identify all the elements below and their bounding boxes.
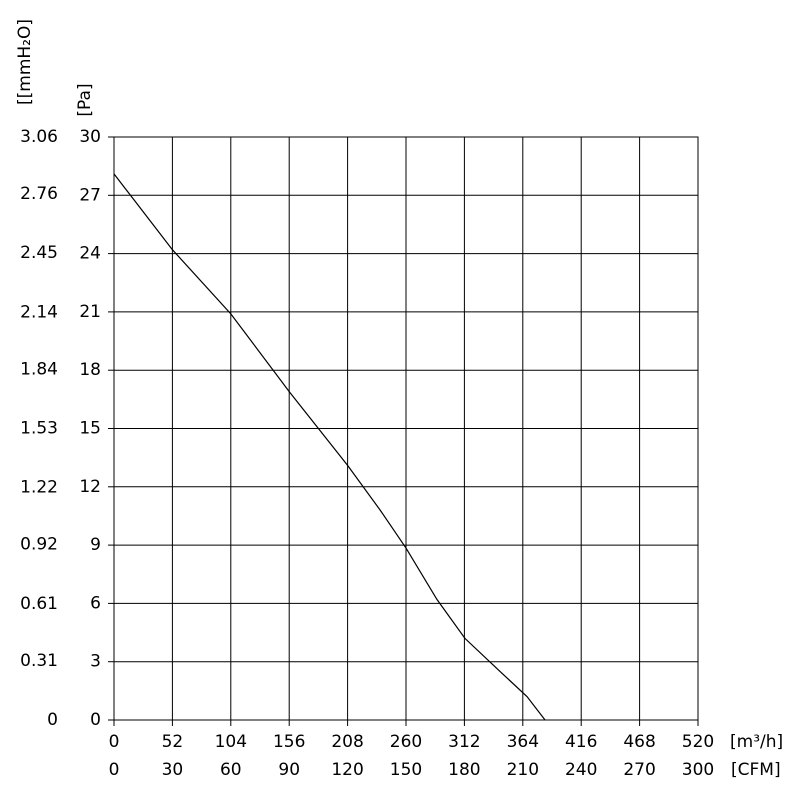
x2-tick-label: 30 bbox=[162, 760, 184, 780]
y-tick-label: 9 bbox=[90, 535, 101, 555]
y-tick-label: 3 bbox=[90, 652, 101, 672]
y2-tick-label: 0.92 bbox=[20, 535, 58, 555]
x2-tick-label: 270 bbox=[623, 760, 655, 780]
x-tick-label: 260 bbox=[390, 732, 422, 752]
plot-frame bbox=[113, 136, 699, 721]
y2-tick-label: 2.76 bbox=[20, 184, 58, 204]
x-tick-label: 416 bbox=[565, 732, 597, 752]
y-tick-label: 27 bbox=[79, 185, 101, 205]
x-tick-label: 468 bbox=[623, 732, 655, 752]
y2-tick-label: 2.14 bbox=[20, 302, 58, 322]
y-axis-label: [Pa] bbox=[75, 83, 95, 116]
x2-tick-label: 300 bbox=[682, 760, 714, 780]
x-tick-label: 156 bbox=[273, 732, 305, 752]
x-tick-label: 104 bbox=[215, 732, 247, 752]
y2-tick-label: 1.22 bbox=[20, 478, 58, 498]
x2-tick-label: 240 bbox=[565, 760, 597, 780]
x2-tick-label: 0 bbox=[109, 760, 120, 780]
x2-tick-label: 180 bbox=[448, 760, 480, 780]
x-tick-label: 208 bbox=[331, 732, 363, 752]
x-tick-label: 520 bbox=[682, 732, 714, 752]
x2-tick-label: 210 bbox=[507, 760, 539, 780]
x2-tick-label: 90 bbox=[278, 760, 300, 780]
x-tick-label: 52 bbox=[162, 732, 184, 752]
y-tick-label: 15 bbox=[79, 419, 101, 439]
x2-axis-label: [CFM] bbox=[731, 760, 781, 780]
x-tick-label: 0 bbox=[109, 732, 120, 752]
y2-tick-label: 0.61 bbox=[20, 594, 58, 614]
y2-axis-label: [[mmH₂O] bbox=[15, 19, 35, 105]
y2-tick-label: 1.84 bbox=[20, 359, 58, 379]
y-tick-label: 6 bbox=[90, 593, 101, 613]
y2-tick-label: 2.45 bbox=[20, 243, 58, 263]
x-tick-label: 312 bbox=[448, 732, 480, 752]
y2-tick-label: 0.31 bbox=[20, 651, 58, 671]
y2-tick-label: 3.06 bbox=[20, 127, 58, 147]
x2-tick-label: 120 bbox=[331, 760, 363, 780]
x-axis-label: [m³/h] bbox=[730, 732, 783, 752]
y-tick-label: 12 bbox=[79, 477, 101, 497]
curve bbox=[113, 173, 546, 721]
y-tick-label: 0 bbox=[90, 710, 101, 730]
x2-tick-label: 150 bbox=[390, 760, 422, 780]
y-tick-label: 24 bbox=[79, 244, 101, 264]
y2-tick-label: 0 bbox=[47, 710, 58, 730]
y-tick-label: 18 bbox=[79, 360, 101, 380]
x2-tick-label: 60 bbox=[220, 760, 242, 780]
y2-tick-label: 1.53 bbox=[20, 419, 58, 439]
y-tick-label: 21 bbox=[79, 302, 101, 322]
y-tick-label: 30 bbox=[79, 127, 101, 147]
x-tick-label: 364 bbox=[507, 732, 539, 752]
